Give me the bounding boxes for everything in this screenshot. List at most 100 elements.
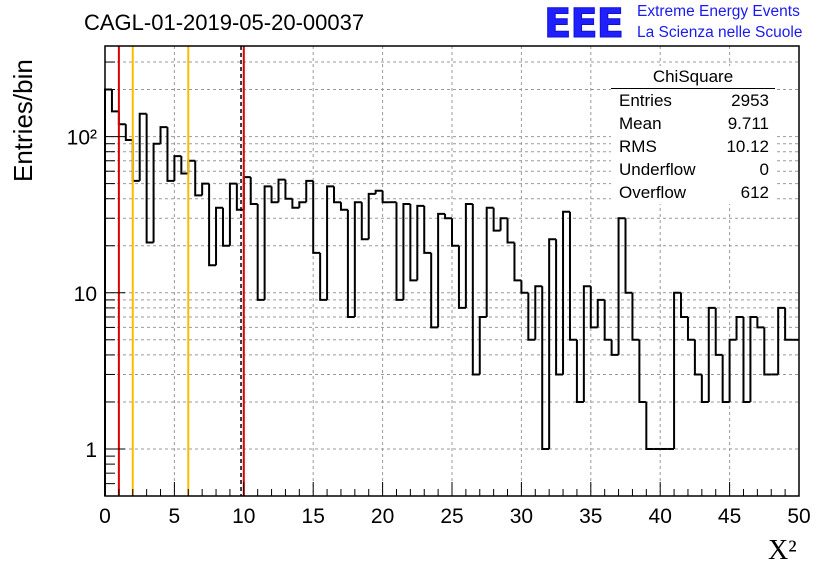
histogram-bin bbox=[395, 202, 404, 301]
histogram-bin bbox=[381, 190, 390, 204]
histogram-bin bbox=[735, 315, 744, 340]
stats-value: 0 bbox=[759, 160, 769, 179]
histogram-bin bbox=[541, 286, 550, 450]
x-tick-label: 5 bbox=[169, 505, 181, 528]
eee-logo: EEE bbox=[544, 1, 625, 47]
histogram-bin bbox=[673, 291, 682, 449]
histogram-bin bbox=[333, 186, 341, 204]
histogram-bin bbox=[693, 339, 702, 376]
x-tick-label: 15 bbox=[302, 505, 325, 528]
histogram-bin bbox=[409, 204, 418, 282]
histogram-bin bbox=[166, 127, 175, 182]
y-tick-label: 10² bbox=[67, 127, 97, 150]
stats-row-mean: Mean 9.711 bbox=[611, 112, 775, 135]
stats-value: 2953 bbox=[731, 91, 769, 110]
stats-label: Overflow bbox=[619, 183, 687, 202]
histogram-bin bbox=[763, 327, 772, 376]
histogram-bin bbox=[756, 316, 765, 329]
histogram-bin bbox=[339, 202, 348, 211]
histogram-bin bbox=[589, 286, 598, 329]
stats-row-rms: RMS 10.12 bbox=[611, 135, 775, 158]
histogram-bin bbox=[617, 217, 626, 355]
histogram-bin bbox=[568, 211, 577, 341]
histogram-bin bbox=[457, 245, 466, 309]
histogram-bin bbox=[277, 178, 286, 203]
x-tick-label: 25 bbox=[440, 505, 463, 528]
x-tick-label: 20 bbox=[371, 505, 394, 528]
stats-label: Underflow bbox=[619, 160, 696, 179]
histogram-bin bbox=[312, 180, 321, 254]
histogram-bin bbox=[173, 155, 182, 181]
histogram-bin bbox=[638, 339, 647, 403]
histogram-bin bbox=[610, 339, 619, 356]
histogram-bin bbox=[742, 316, 751, 403]
stats-value: 612 bbox=[740, 183, 769, 202]
stats-box: ChiSquare Entries 2953 Mean 9.711 RMS 10… bbox=[611, 66, 775, 204]
stats-title: ChiSquare bbox=[611, 66, 775, 89]
histogram-bin bbox=[145, 113, 154, 244]
histogram-bin bbox=[714, 307, 723, 356]
x-tick-label: 45 bbox=[718, 505, 741, 528]
histogram-bin bbox=[464, 203, 473, 308]
x-tick-label: 40 bbox=[649, 505, 672, 528]
histogram-bin bbox=[298, 201, 307, 208]
reference-lines bbox=[117, 46, 245, 496]
histogram-bin bbox=[444, 213, 452, 220]
histogram-bin bbox=[360, 202, 369, 241]
histogram-bin bbox=[437, 212, 446, 328]
histogram-bin bbox=[284, 179, 293, 200]
x-tick-label: 30 bbox=[510, 505, 533, 528]
histogram-bin bbox=[582, 285, 591, 402]
histogram-bin bbox=[305, 179, 314, 203]
histogram-bin bbox=[562, 210, 570, 375]
histogram-bin bbox=[194, 160, 203, 197]
x-tick-label: 10 bbox=[232, 505, 255, 528]
axis-ticks: 0 5 10 15 20 25 30 35 40 45 50 1 10 10² bbox=[67, 61, 811, 528]
histogram-bin bbox=[346, 209, 355, 318]
histogram-bin bbox=[513, 242, 522, 282]
histogram-bin bbox=[707, 306, 716, 402]
histogram-bin bbox=[263, 185, 272, 300]
y-tick-label: 10 bbox=[74, 283, 97, 306]
histogram-bin bbox=[256, 204, 265, 301]
histogram-bin bbox=[478, 315, 487, 375]
histogram-bin bbox=[520, 280, 529, 294]
histogram-bin bbox=[180, 156, 189, 175]
histogram-bin bbox=[784, 307, 793, 341]
histogram-bin bbox=[485, 206, 494, 317]
histogram-bin bbox=[374, 189, 383, 194]
histogram-bin bbox=[110, 89, 119, 113]
histogram-bin bbox=[527, 292, 536, 341]
y-axis-label: Entries/bin bbox=[8, 59, 38, 182]
histogram-bin bbox=[242, 176, 251, 210]
histogram-bin bbox=[777, 306, 786, 375]
histogram-bin bbox=[430, 252, 439, 329]
histogram-bin bbox=[367, 192, 376, 240]
histogram-bin bbox=[721, 354, 730, 403]
histogram-title: CAGL-01-2019-05-20-00037 bbox=[84, 10, 365, 35]
logo-subtitle-line2: La Scienza nelle Scuole bbox=[637, 24, 803, 41]
histogram-bin bbox=[319, 252, 328, 301]
histogram-bin bbox=[249, 177, 258, 206]
x-tick-label: 0 bbox=[99, 505, 111, 528]
histogram-bin bbox=[152, 142, 161, 243]
histogram-bin bbox=[596, 298, 605, 328]
stats-value: 9.711 bbox=[727, 114, 769, 133]
histogram-bin bbox=[221, 207, 230, 247]
histogram-bin bbox=[228, 182, 237, 246]
histogram-bin bbox=[603, 299, 612, 341]
histogram-bin bbox=[575, 339, 584, 403]
histogram-bin bbox=[402, 203, 411, 300]
histogram-bin bbox=[728, 338, 737, 402]
histogram-bin bbox=[159, 126, 168, 144]
logo-subtitle-line1: Extreme Energy Events bbox=[637, 3, 800, 20]
stats-value: 10.12 bbox=[726, 137, 769, 156]
histogram-bin bbox=[631, 292, 640, 341]
histogram-bin bbox=[215, 206, 223, 266]
histogram-bin bbox=[492, 207, 501, 232]
x-axis-label: X² bbox=[768, 535, 797, 566]
histogram-bin bbox=[124, 124, 133, 142]
stats-row-entries: Entries 2953 bbox=[611, 89, 775, 112]
histogram-bin bbox=[506, 218, 515, 244]
stats-row-underflow: Underflow 0 bbox=[611, 158, 775, 181]
